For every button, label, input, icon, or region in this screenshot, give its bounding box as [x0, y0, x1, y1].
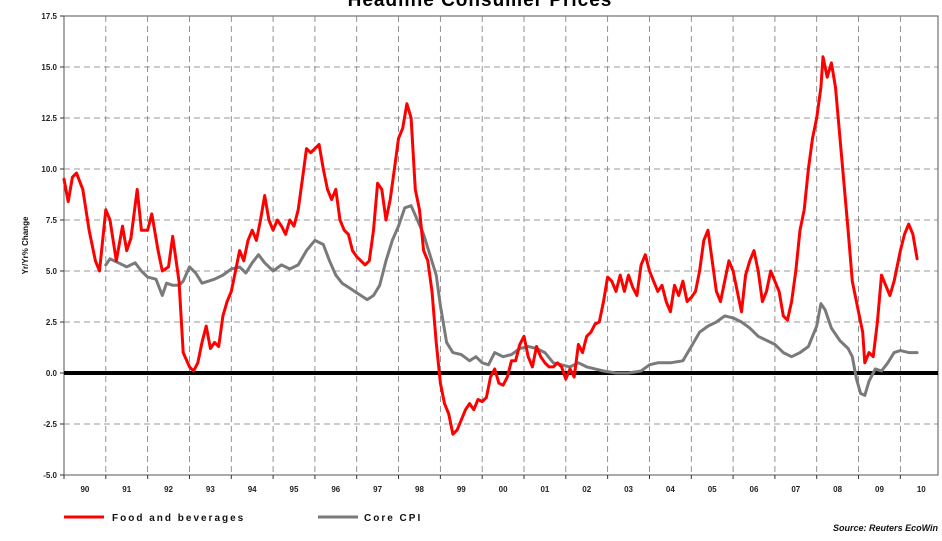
y-axis-label: Yr/Yr% Change	[21, 216, 30, 274]
x-tick-label: 96	[331, 485, 340, 494]
y-axis-ticks: 17.5 15.0 12.5 10.0 7.5 5.0 2.5 0.0 -2.5 -5.0	[41, 12, 64, 480]
series-lines	[62, 55, 919, 436]
legend-label: Core CPI	[364, 513, 422, 524]
y-tick-label: 17.5	[41, 12, 57, 21]
x-tick-label: 93	[206, 485, 215, 494]
x-tick-label: 07	[791, 485, 800, 494]
y-tick-label: 15.0	[41, 63, 57, 72]
x-tick-label: 04	[666, 485, 675, 494]
chart-title: Headline Consumer Prices	[348, 0, 613, 11]
y-tick-label: 2.5	[46, 318, 58, 327]
x-tick-label: 01	[540, 485, 549, 494]
x-tick-label: 95	[290, 485, 299, 494]
series-line-core-cpi	[104, 204, 919, 397]
x-tick-label: 05	[708, 485, 717, 494]
x-tick-label: 90	[80, 485, 89, 494]
y-tick-label: 7.5	[46, 216, 58, 225]
x-tick-label: 02	[582, 485, 591, 494]
y-tick-label: -2.5	[43, 420, 57, 429]
source-note: Source: Reuters EcoWin	[833, 523, 938, 533]
x-tick-label: 08	[833, 485, 842, 494]
x-tick-label: 97	[373, 485, 382, 494]
x-axis-ticks: 90 91 92 93 94 95 96 97 98 99 00 01 02 03 04 05 06 07 08 09…	[63, 475, 926, 494]
x-tick-label: 99	[457, 485, 466, 494]
x-tick-label: 03	[624, 485, 633, 494]
y-tick-label: 12.5	[41, 114, 57, 123]
legend: Food and beverages Core CPI	[64, 513, 422, 524]
x-tick-label: 92	[164, 485, 173, 494]
x-tick-label: 00	[499, 485, 508, 494]
x-tick-label: 98	[415, 485, 424, 494]
x-tick-label: 91	[122, 485, 131, 494]
y-tick-label: -5.0	[43, 471, 57, 480]
plot-area	[63, 15, 939, 476]
x-tick-label: 94	[248, 485, 257, 494]
series-line-food-and-beverages	[62, 55, 919, 436]
x-tick-label: 09	[875, 485, 884, 494]
legend-label: Food and beverages	[112, 513, 245, 524]
y-tick-label: 0.0	[46, 369, 58, 378]
x-tick-label: 10	[917, 485, 926, 494]
grid-lines	[64, 16, 938, 475]
x-tick-label: 06	[750, 485, 759, 494]
y-tick-label: 5.0	[46, 267, 58, 276]
y-tick-label: 10.0	[41, 165, 57, 174]
